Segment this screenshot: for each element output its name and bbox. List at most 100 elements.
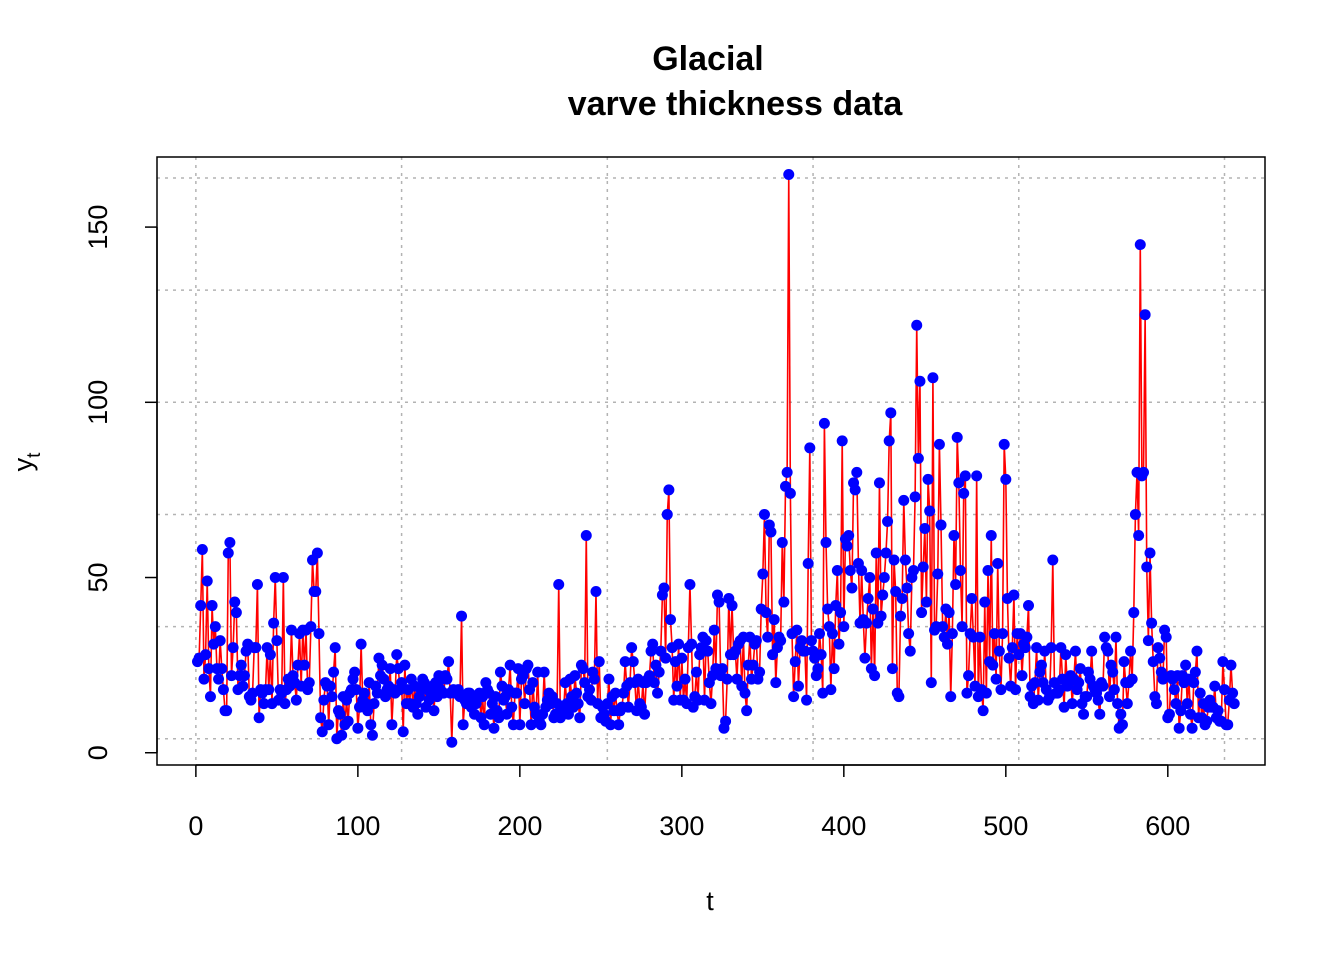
data-point (873, 477, 885, 489)
data-point (230, 607, 242, 619)
data-point (456, 610, 468, 622)
data-point (201, 575, 213, 587)
data-point (478, 719, 490, 731)
data-point (574, 712, 586, 724)
x-axis-label: t (706, 886, 714, 916)
data-point (804, 442, 816, 454)
data-point (660, 652, 672, 664)
data-point (856, 565, 868, 577)
data-point (1016, 670, 1028, 682)
data-point (843, 529, 855, 541)
data-point (982, 565, 994, 577)
data-point (1141, 561, 1153, 573)
data-point (653, 666, 665, 678)
data-point (1078, 708, 1090, 720)
data-point (726, 600, 738, 612)
data-point (1121, 698, 1133, 710)
data-point (885, 407, 897, 419)
data-point (1152, 642, 1164, 654)
data-point (851, 466, 863, 478)
data-point (342, 715, 354, 727)
data-point (775, 635, 787, 647)
data-point (313, 628, 325, 640)
data-point (716, 663, 728, 675)
data-point (679, 673, 691, 685)
data-point (1181, 698, 1193, 710)
data-point (988, 628, 1000, 640)
data-point (1045, 642, 1057, 654)
data-point (488, 722, 500, 734)
data-point (966, 593, 978, 605)
data-point (305, 621, 317, 633)
data-point (326, 691, 338, 703)
data-point (1146, 617, 1158, 629)
x-tick-label: 200 (497, 811, 542, 841)
data-point (762, 631, 774, 643)
data-point (396, 677, 408, 689)
data-point (627, 656, 639, 668)
data-point (323, 719, 335, 731)
data-point (206, 600, 218, 612)
data-point (739, 687, 751, 699)
data-point (924, 505, 936, 517)
x-tick-label: 100 (335, 811, 380, 841)
data-point (836, 435, 848, 447)
data-point (961, 687, 973, 699)
data-point (893, 691, 905, 703)
data-point (721, 673, 733, 685)
data-point (665, 614, 676, 626)
data-point (1186, 722, 1198, 734)
data-point (792, 680, 804, 692)
data-point (912, 452, 924, 464)
data-point (875, 610, 887, 622)
data-point (1035, 659, 1047, 671)
data-point (671, 680, 683, 692)
data-point (953, 477, 965, 489)
data-point (979, 596, 991, 608)
data-point (833, 638, 845, 650)
data-point (511, 687, 523, 699)
data-point (1092, 694, 1104, 706)
data-point (1060, 649, 1072, 661)
data-point (705, 698, 717, 710)
data-series (196, 173, 1236, 744)
data-point (1006, 642, 1018, 654)
data-point (956, 621, 968, 633)
data-point (315, 712, 327, 724)
data-point (1189, 666, 1201, 678)
data-point (639, 708, 651, 720)
data-point (888, 554, 900, 566)
data-point (861, 617, 873, 629)
data-point (1073, 677, 1085, 689)
data-point (859, 652, 871, 664)
data-point (937, 621, 949, 633)
data-point (349, 666, 361, 678)
data-point (352, 722, 364, 734)
data-point (441, 673, 453, 685)
data-point (358, 687, 370, 699)
data-point (932, 568, 944, 580)
y-axis-label-main: y (8, 457, 38, 471)
data-point (799, 645, 811, 657)
data-point (1047, 554, 1059, 566)
data-point (213, 673, 225, 685)
data-point (204, 691, 216, 703)
data-point (613, 719, 625, 731)
data-point (605, 719, 617, 731)
data-point (789, 656, 801, 668)
data-point (1066, 698, 1078, 710)
data-point (946, 628, 958, 640)
data-point (1222, 719, 1234, 731)
data-point (919, 522, 931, 534)
data-point (1108, 684, 1120, 696)
data-point (784, 487, 796, 499)
data-point (311, 547, 323, 559)
data-point (443, 656, 455, 668)
data-point (362, 705, 374, 717)
data-point (974, 631, 986, 643)
data-point (203, 663, 215, 675)
data-point (1150, 698, 1162, 710)
data-point (835, 607, 847, 619)
data-point (995, 684, 1007, 696)
data-point (1097, 680, 1109, 692)
